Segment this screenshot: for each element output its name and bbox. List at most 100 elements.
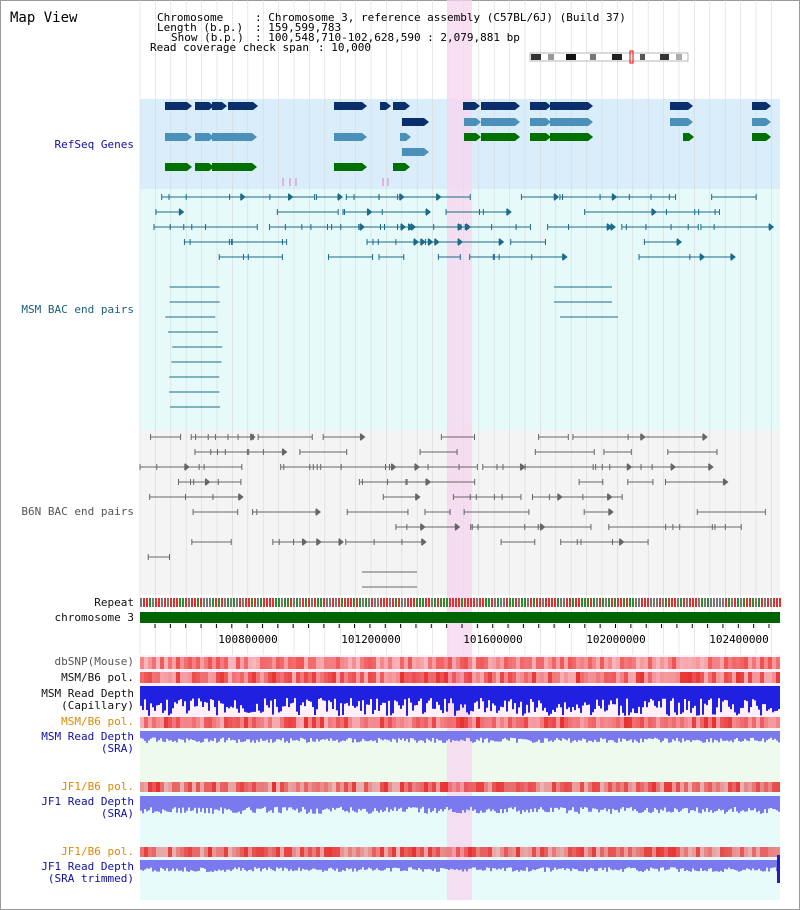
depth-bar [182, 796, 184, 808]
heat-cell [556, 847, 560, 857]
depth-bar [500, 860, 502, 870]
heat-cell [428, 657, 432, 669]
track-label-refseq[interactable]: RefSeq Genes [54, 138, 134, 151]
depth-bar [352, 686, 354, 706]
b6n-bac-pair-arrow [702, 433, 708, 441]
depth-bar [492, 860, 494, 869]
depth-bar [242, 796, 244, 811]
depth-bar [592, 731, 594, 743]
repeat-mark [578, 598, 580, 607]
depth-bar [226, 731, 228, 741]
depth-bar [390, 796, 392, 810]
depth-bar [350, 731, 352, 739]
depth-bar [764, 686, 766, 705]
heat-cell [508, 782, 512, 792]
depth-bar [160, 796, 162, 814]
track-label-jf1-b6-pol[interactable]: JF1/B6 pol. [61, 780, 134, 793]
track-label-jf1-depth-sra[interactable]: JF1 Read Depth [41, 795, 134, 808]
repeat-mark [533, 598, 535, 607]
gene-block [393, 102, 405, 110]
heat-cell [196, 847, 200, 857]
repeat-mark [458, 598, 460, 607]
track-label-repeat[interactable]: Repeat [94, 596, 134, 609]
depth-bar [516, 731, 518, 743]
b6n-bac-pair-arrow [723, 478, 729, 486]
depth-bar [562, 731, 564, 739]
heat-cell [556, 782, 560, 792]
track-label-jf1-b6-pol-trimmed[interactable]: JF1/B6 pol. [61, 845, 134, 858]
depth-bar [432, 796, 434, 811]
track-label-jf1-depth-trimmed[interactable]: JF1 Read Depth [41, 860, 134, 873]
repeat-mark [587, 598, 589, 607]
depth-bar [250, 686, 252, 713]
depth-bar [408, 731, 410, 743]
track-label-msm-b6-pol[interactable]: MSM/B6 pol. [61, 671, 134, 684]
depth-bar [254, 686, 256, 712]
depth-bar [728, 796, 730, 810]
heat-cell [412, 672, 416, 683]
heat-cell [212, 847, 216, 857]
gene-arrow [362, 163, 367, 171]
heat-cell [772, 657, 776, 669]
heat-cell [592, 847, 596, 857]
track-label-msm-bac[interactable]: MSM BAC end pairs [21, 303, 134, 316]
track-label-chromosome[interactable]: chromosome 3 [54, 611, 134, 624]
depth-bar [312, 731, 314, 742]
heat-cell [308, 847, 312, 857]
depth-bar [232, 796, 234, 813]
heat-cell [316, 847, 320, 857]
heat-cell [512, 847, 516, 857]
heat-cell [672, 672, 676, 683]
depth-bar [468, 860, 470, 869]
heat-cell [604, 717, 608, 728]
depth-bar [520, 796, 522, 814]
repeat-mark [398, 598, 400, 607]
depth-bar [204, 686, 206, 702]
depth-bar [218, 860, 220, 870]
depth-bar [334, 731, 336, 741]
depth-bar [544, 796, 546, 812]
depth-bar [164, 686, 166, 711]
depth-bar [442, 686, 444, 714]
depth-bar [540, 796, 542, 808]
heat-cell [504, 657, 508, 669]
depth-bar [398, 686, 400, 706]
msm-bac-pair-arrow [677, 238, 683, 246]
heat-cell [384, 847, 388, 857]
track-label-dbsnp[interactable]: dbSNP(Mouse) [54, 655, 134, 668]
repeat-mark [572, 598, 574, 607]
depth-bar [542, 796, 544, 810]
depth-bar [348, 686, 350, 706]
heat-cell [376, 717, 380, 728]
track-label-msm-depth-capillary[interactable]: MSM Read Depth [41, 687, 134, 700]
depth-bar [750, 686, 752, 708]
repeat-mark [263, 598, 265, 607]
track-label-b6n-bac[interactable]: B6N BAC end pairs [21, 505, 134, 518]
heat-cell [680, 717, 684, 728]
heat-cell [148, 657, 152, 669]
depth-bar [396, 860, 398, 869]
depth-bar [714, 731, 716, 740]
depth-bar [610, 731, 612, 740]
depth-bar [424, 860, 426, 870]
heat-cell [264, 672, 268, 683]
heat-cell [448, 847, 452, 857]
depth-bar [186, 796, 188, 811]
depth-bar [188, 731, 190, 741]
heat-cell [592, 717, 596, 728]
depth-bar [756, 731, 758, 741]
heat-cell [312, 717, 316, 728]
depth-bar [744, 860, 746, 870]
depth-bar [412, 860, 414, 870]
repeat-mark [215, 598, 217, 607]
heat-cell [336, 657, 340, 669]
repeat-mark [443, 598, 445, 607]
track-label-msm-b6-pol-sra[interactable]: MSM/B6 pol. [61, 715, 134, 728]
heat-cell [572, 782, 576, 792]
depth-bar [640, 686, 642, 714]
track-label-msm-depth-sra[interactable]: MSM Read Depth [41, 730, 134, 743]
depth-bar [722, 860, 724, 872]
depth-bar [328, 731, 330, 741]
heat-cell [292, 672, 296, 683]
